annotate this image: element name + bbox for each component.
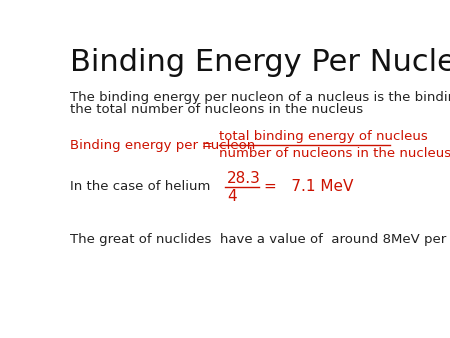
Text: total binding energy of nucleus: total binding energy of nucleus (219, 130, 428, 143)
Text: The binding energy per nucleon of a nucleus is the binding energy divided by: The binding energy per nucleon of a nucl… (70, 91, 450, 104)
Text: 4: 4 (227, 189, 236, 203)
Text: Binding Energy Per Nucleon: Binding Energy Per Nucleon (70, 48, 450, 77)
Text: =   7.1 MeV: = 7.1 MeV (264, 179, 353, 194)
Text: 28.3: 28.3 (227, 171, 261, 186)
Text: the total number of nucleons in the nucleus: the total number of nucleons in the nucl… (70, 103, 363, 116)
Text: number of nucleons in the nucleus: number of nucleons in the nucleus (219, 147, 450, 160)
Text: The great of nuclides  have a value of  around 8MeV per nucleon: The great of nuclides have a value of ar… (70, 233, 450, 246)
Text: =: = (202, 139, 213, 152)
Text: In the case of helium: In the case of helium (70, 180, 211, 193)
Text: Binding energy per nucleon: Binding energy per nucleon (70, 139, 256, 152)
